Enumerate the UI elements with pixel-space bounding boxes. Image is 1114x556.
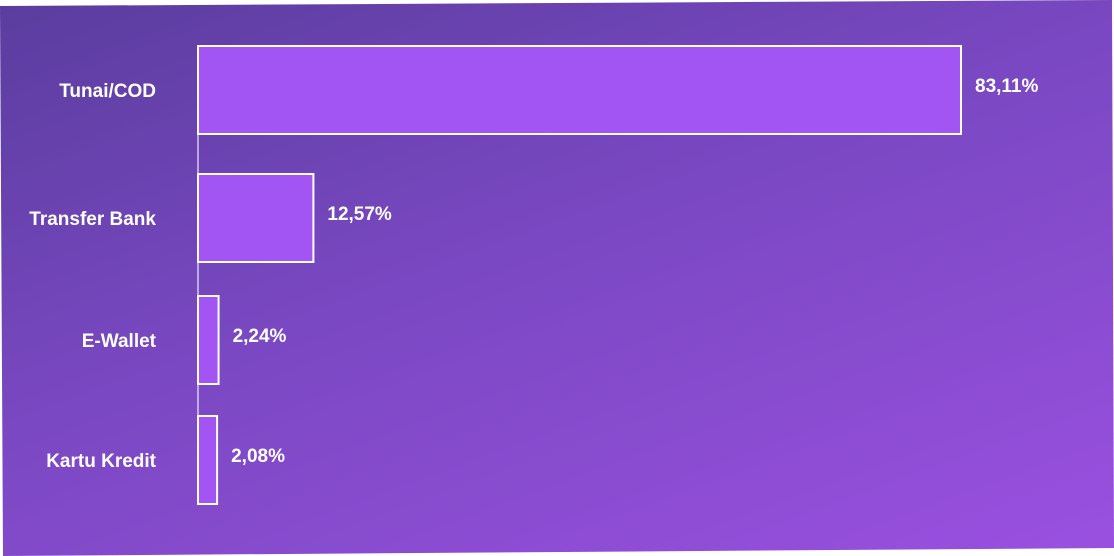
value-label: 2,24% xyxy=(233,326,287,347)
bar-tunai-cod xyxy=(197,45,962,135)
bar-transfer-bank xyxy=(197,173,315,263)
category-label: Transfer Bank xyxy=(29,209,156,230)
value-label: 12,57% xyxy=(327,204,392,225)
value-label: 2,08% xyxy=(231,446,285,467)
category-label: Kartu Kredit xyxy=(46,451,156,472)
category-label: E-Wallet xyxy=(82,331,157,352)
bar-e-wallet xyxy=(197,295,220,385)
value-label: 83,11% xyxy=(975,76,1038,97)
category-label: Tunai/COD xyxy=(59,81,156,102)
bar-kartu-kredit xyxy=(197,415,219,505)
